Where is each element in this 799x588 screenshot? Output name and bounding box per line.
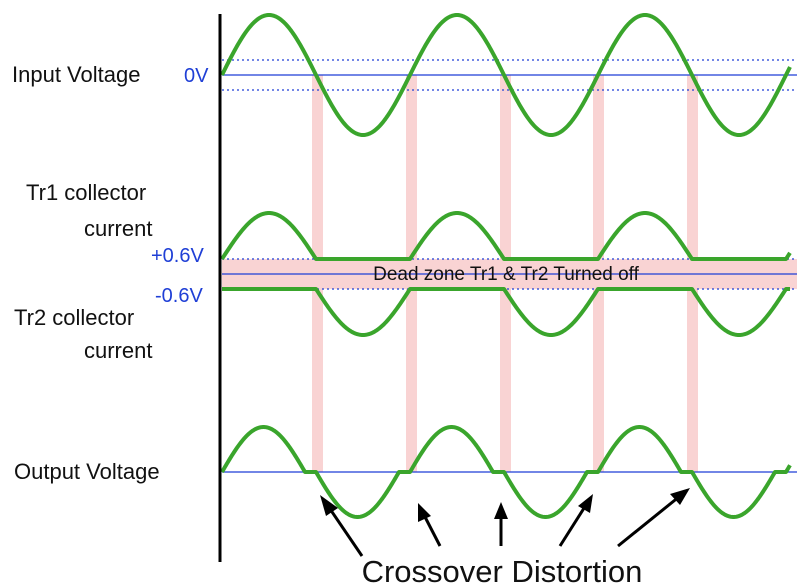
tr1-collector-current-wave <box>220 211 792 261</box>
crossover-distortion-label: Crossover Distortion <box>362 554 643 588</box>
arrow-head <box>578 494 593 513</box>
tr2-label-line1: Tr2 collector <box>14 305 134 330</box>
arrow <box>326 505 364 557</box>
arrow-head <box>418 503 431 522</box>
zero-volt-label: 0V <box>184 65 209 87</box>
minus-06v-label: -0.6V <box>155 285 203 307</box>
tr1-label-line2: current <box>84 216 152 241</box>
plus-06v-label: +0.6V <box>151 245 204 267</box>
tr1-label-line1: Tr1 collector <box>26 180 146 205</box>
tr2-collector-current-wave <box>221 287 791 337</box>
crossover-arrows <box>320 488 690 557</box>
arrow-head <box>670 488 690 505</box>
arrow <box>422 514 442 547</box>
input-voltage-wave <box>220 13 792 137</box>
arrow <box>617 494 681 548</box>
output-voltage-wave <box>220 425 792 519</box>
arrow-head <box>320 495 338 516</box>
tr2-label-line2: current <box>84 338 152 363</box>
arrow-head <box>494 502 508 519</box>
input-voltage-label: Input Voltage <box>12 62 140 87</box>
dead-zone-label: Dead zone Tr1 & Tr2 Turned off <box>373 264 640 285</box>
arrow <box>558 504 588 547</box>
output-voltage-label: Output Voltage <box>14 459 160 484</box>
